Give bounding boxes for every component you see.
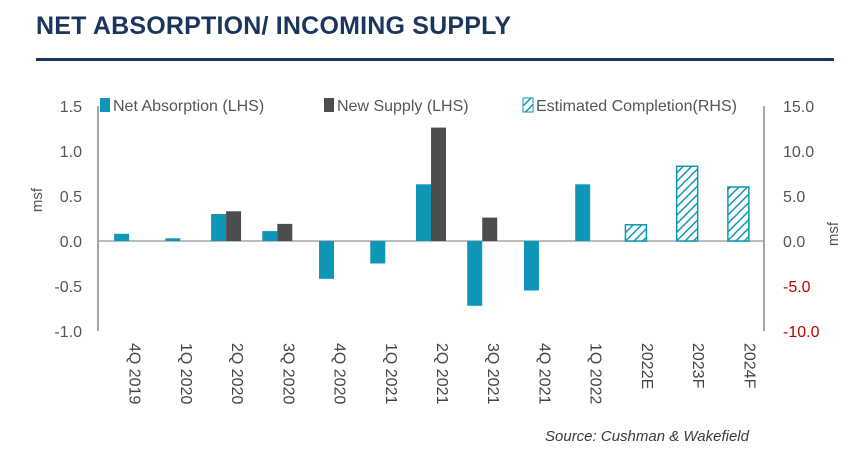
supply-bar [226,211,242,241]
absorption-bar [165,238,181,241]
supply-bar [431,127,446,241]
left-tick-label: 0.5 [60,189,82,206]
absorption-bar [575,184,591,241]
supply-bar [482,217,498,241]
absorption-bar [467,241,483,306]
category-label: 4Q 2020 [331,343,348,404]
category-label: 2022E [638,343,655,389]
right-axis-ticks: 15.0 10.0 5.0 0.0 -5.0 -10.0 [783,99,820,341]
estimated-completion-bar [675,165,699,242]
right-tick-label: -5.0 [783,279,811,296]
absorption-bar [262,231,278,241]
bars [114,127,750,306]
left-axis-ticks: 1.5 1.0 0.5 0.0 -0.5 -1.0 [54,99,82,341]
legend-swatch-absorption [100,98,110,112]
supply-bar [277,223,293,241]
category-label: 1Q 2021 [382,343,399,404]
left-axis-title: msf [29,187,46,212]
category-label: 1Q 2020 [177,343,194,404]
legend-swatch-supply [324,98,334,112]
title-divider [36,58,834,61]
left-tick-label: -0.5 [54,279,82,296]
category-label: 2023F [689,343,706,389]
category-labels: 4Q 2019 1Q 2020 2Q 2020 3Q 2020 4Q 2020 1Q 20… [126,343,758,404]
estimated-completion-bar [624,224,648,242]
category-label: 2024F [740,343,757,389]
right-axis-title: msf [825,221,842,246]
legend-swatch-estimated [522,97,534,113]
left-tick-label: -1.0 [54,324,82,341]
right-tick-label: 10.0 [783,144,814,161]
estimated-completion-bar [727,186,750,242]
right-tick-label: 15.0 [783,99,814,116]
category-label: 2Q 2020 [228,343,245,404]
left-tick-label: 0.0 [60,234,82,251]
page-title: NET ABSORPTION/ INCOMING SUPPLY [36,12,512,40]
right-tick-label: -10.0 [783,324,820,341]
absorption-bar [211,214,227,241]
category-label: 3Q 2020 [279,343,296,404]
right-tick-label: 5.0 [783,189,805,206]
left-tick-label: 1.0 [60,144,82,161]
absorption-bar [370,241,386,264]
category-label: 4Q 2019 [126,343,143,404]
absorption-bar [114,233,130,241]
absorption-bar [523,241,539,291]
absorption-bar [319,241,335,279]
absorption-bar [416,184,431,241]
chart-legend: Net Absorption (LHS) New Supply (LHS) Es… [100,97,737,115]
source-note: Source: Cushman & Wakefield [545,428,749,445]
legend-label-supply: New Supply (LHS) [337,98,469,115]
category-label: 3Q 2021 [484,343,501,404]
category-label: 4Q 2021 [535,343,552,404]
left-tick-label: 1.5 [60,99,82,116]
legend-label-estimated: Estimated Completion(RHS) [536,98,737,115]
category-label: 2Q 2021 [433,343,450,404]
right-tick-label: 0.0 [783,234,805,251]
category-label: 1Q 2022 [587,343,604,404]
legend-label-absorption: Net Absorption (LHS) [113,98,264,115]
